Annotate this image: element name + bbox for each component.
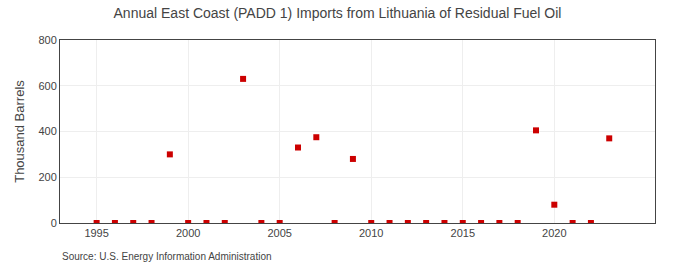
svg-text:0: 0 xyxy=(51,217,57,229)
svg-text:800: 800 xyxy=(38,34,56,46)
svg-text:Annual East Coast (PADD 1) Imp: Annual East Coast (PADD 1) Imports from … xyxy=(114,5,562,21)
svg-text:600: 600 xyxy=(38,80,56,92)
svg-text:400: 400 xyxy=(38,125,56,137)
svg-text:1995: 1995 xyxy=(84,227,108,239)
svg-text:Source: U.S. Energy Informatio: Source: U.S. Energy Information Administ… xyxy=(62,251,272,262)
svg-text:2010: 2010 xyxy=(359,227,383,239)
svg-text:2015: 2015 xyxy=(451,227,475,239)
svg-text:200: 200 xyxy=(38,171,56,183)
svg-text:Thousand Barrels: Thousand Barrels xyxy=(12,80,27,183)
svg-text:2005: 2005 xyxy=(267,227,291,239)
svg-text:2020: 2020 xyxy=(542,227,566,239)
svg-text:2000: 2000 xyxy=(176,227,200,239)
